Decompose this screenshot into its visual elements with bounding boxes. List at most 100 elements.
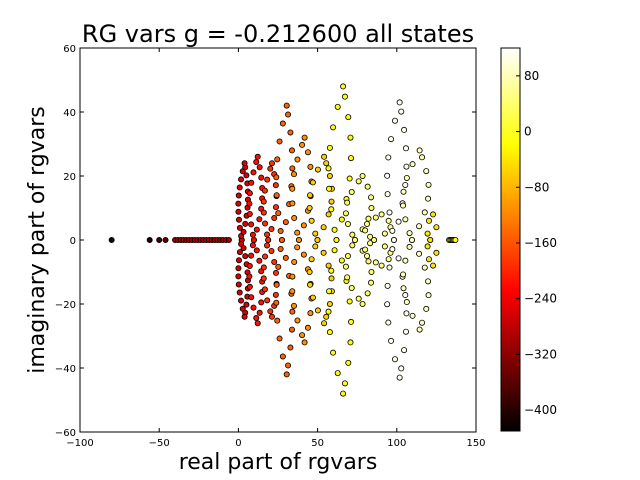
colorbar-tick-label: −80 [524,180,549,194]
data-point [359,300,366,307]
data-point [416,250,423,257]
data-point [267,165,274,172]
x-tick-label: 50 [311,438,324,449]
data-point [304,324,311,331]
data-point [246,273,253,280]
data-point [424,230,431,237]
data-point [250,304,257,311]
data-point [395,255,402,262]
data-point [264,231,271,238]
data-point [273,281,280,288]
data-point [347,134,354,141]
data-point [273,174,280,181]
data-point [291,258,298,265]
data-point [403,174,410,181]
data-point [403,310,410,317]
data-point [325,262,332,269]
data-point [273,299,280,306]
data-point [271,258,278,265]
data-point [367,240,374,247]
data-point [328,198,335,205]
data-point [276,335,283,342]
data-point [248,221,255,228]
data-point [392,356,399,363]
data-point [289,308,296,315]
data-point [294,229,301,236]
y-tick-label: 0 [70,236,76,247]
data-point [326,172,333,179]
data-point [367,233,374,240]
data-point [294,156,301,163]
data-point [400,285,407,292]
data-point [331,226,338,233]
data-point [385,154,392,161]
colorbar-tick-label: 0 [524,125,532,139]
data-point [277,245,284,252]
data-point [282,219,289,226]
data-point [384,191,391,198]
data-point [406,243,413,250]
data-point [256,216,263,223]
data-point [349,242,356,249]
data-point [365,258,372,265]
data-point [162,236,169,243]
data-point [351,236,358,243]
data-point [236,224,243,231]
data-point [384,172,391,179]
data-point [344,252,351,259]
x-tick-label: 100 [387,438,406,449]
data-point [256,309,263,316]
data-point [253,158,260,165]
data-point [372,214,379,221]
data-point [334,103,341,110]
data-point [253,314,260,321]
data-point [246,210,253,217]
data-point [348,318,355,325]
data-point [402,145,409,152]
data-point [359,172,366,179]
data-point [348,155,355,162]
data-point [419,319,426,326]
data-point [248,252,255,259]
data-point [421,209,428,216]
data-point [235,281,242,288]
colorbar-tick-label: 80 [524,69,539,83]
data-point [285,362,292,369]
data-point [272,269,279,276]
data-point [238,297,245,304]
data-point [386,209,393,216]
data-point [306,268,313,275]
data-point [425,278,432,285]
data-point [304,149,311,156]
data-point [341,380,348,387]
data-point [273,192,280,199]
data-point [400,188,407,195]
data-point [355,178,362,185]
data-point [235,200,242,207]
data-point [349,231,356,238]
data-point [146,236,153,243]
data-point [248,294,255,301]
data-point [409,161,416,168]
data-point [378,262,385,269]
data-point [346,298,353,305]
data-point [423,168,430,175]
data-point [372,259,379,266]
data-point [312,230,319,237]
data-point [289,165,296,172]
data-point [307,163,314,170]
data-point [235,273,242,280]
data-point [323,313,330,320]
data-point [307,281,314,288]
data-point [368,268,375,275]
data-point [403,163,410,170]
data-point [416,223,423,230]
y-tick-label: 60 [63,44,76,55]
data-point [261,187,268,194]
data-point [289,288,296,295]
x-tick-label: 150 [466,438,485,449]
data-point [401,347,408,354]
data-point [235,208,242,215]
data-point [342,263,349,270]
data-point [390,236,397,243]
